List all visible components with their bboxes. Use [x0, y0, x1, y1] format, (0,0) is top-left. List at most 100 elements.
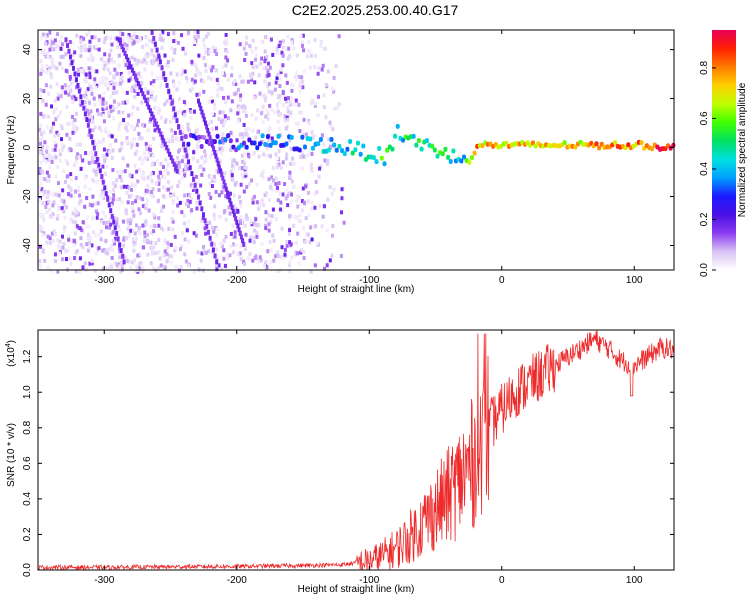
spectrogram-cell — [204, 231, 208, 236]
spectrogram-cell — [220, 172, 224, 178]
spectrogram-cell — [260, 56, 264, 61]
spectrogram-cell — [255, 200, 259, 205]
spectrogram-cell — [215, 77, 219, 82]
spectrogram-cell — [261, 119, 265, 124]
spectrogram-cell — [241, 108, 245, 113]
spectrogram-cell — [153, 223, 157, 228]
spectrogram-cell — [120, 38, 124, 43]
snr-y-tick-label: 0.8 — [22, 420, 33, 434]
spectrogram-cell — [86, 248, 90, 253]
spectrogram-cell — [267, 222, 271, 227]
spectrogram-cell — [73, 231, 77, 236]
spectrogram-cell — [199, 144, 204, 150]
spectrogram-cell — [250, 49, 254, 54]
spectrogram-cell — [123, 50, 127, 56]
spectrogram-cell — [467, 159, 472, 165]
spectrogram-cell — [294, 252, 298, 257]
spectrogram-cell — [193, 182, 197, 188]
spectrogram-cell — [222, 248, 226, 253]
spectrogram-cell — [62, 144, 66, 149]
spectrogram-cell — [287, 213, 291, 218]
spectrogram-cell — [127, 186, 131, 191]
spectrogram-cell — [146, 51, 150, 56]
spectrogram-cell — [271, 52, 275, 57]
spectrogram-cell — [215, 227, 219, 232]
spectrogram-cell — [74, 97, 78, 102]
spectrogram-cell — [206, 31, 210, 36]
spectrogram-cell — [228, 211, 232, 216]
spectrogram-cell — [140, 100, 144, 105]
spectrogram-cell — [269, 219, 273, 224]
spectrogram-cell — [180, 72, 184, 77]
spectrogram-cell — [55, 238, 59, 243]
spectrogram-cell — [207, 192, 211, 197]
spectrogram-cell — [59, 110, 63, 115]
spectrogram-cell — [53, 259, 57, 264]
spectrogram-cell — [238, 251, 242, 256]
spectrogram-cell — [87, 132, 91, 137]
spectrogram-cell — [147, 104, 151, 110]
spectrogram-cell — [59, 158, 63, 163]
spectrogram-cell — [108, 104, 112, 109]
spectrogram-cell — [153, 128, 157, 133]
spectrogram-cell — [414, 142, 419, 148]
spectrogram-cell — [182, 154, 186, 159]
spectrogram-cell — [117, 127, 121, 132]
spectrogram-cell — [175, 87, 179, 92]
spectrogram-cell — [143, 156, 147, 161]
spectrogram-cell — [257, 73, 261, 78]
spectrogram-cell — [301, 186, 305, 191]
spectrogram-cell — [594, 141, 599, 147]
spectrogram-cell — [177, 80, 181, 85]
spectrogram-cell — [152, 245, 156, 250]
spectrogram-cell — [224, 234, 228, 239]
spectrogram-cell — [105, 164, 109, 169]
spectrogram-cell — [117, 102, 121, 107]
spectrogram-cell — [131, 208, 135, 213]
spectrogram-cell — [245, 133, 249, 138]
spectrogram-cell — [46, 153, 50, 158]
spectrogram-cell — [165, 258, 169, 263]
spectrogram-cell — [94, 151, 98, 157]
spectrogram-cell — [96, 212, 100, 217]
spectrogram-cell — [180, 159, 184, 164]
spectrogram-cell — [340, 187, 344, 192]
spectrogram-cell — [171, 219, 175, 224]
spectrogram-cell — [102, 119, 106, 124]
spectrogram-cell — [73, 71, 77, 77]
spectrogram-cell — [203, 153, 207, 158]
spectrogram-cell — [268, 240, 272, 245]
spectrogram-cell — [78, 142, 82, 147]
spectrogram-cell — [176, 196, 180, 201]
spectrogram-cell — [252, 240, 256, 245]
spectrogram-cell — [278, 77, 282, 82]
spectrogram-cell — [232, 204, 236, 209]
spectrogram-cell — [250, 77, 254, 82]
spectrogram-cell — [83, 204, 87, 209]
spectrogram-cell — [299, 250, 303, 255]
spectrogram-cell — [216, 93, 220, 98]
spectrogram-cell — [109, 208, 113, 214]
spectrogram-cell — [132, 125, 136, 130]
spectrogram-cell — [169, 242, 173, 247]
spectrogram-cell — [222, 256, 226, 261]
spectrogram-cell — [195, 200, 199, 205]
spectrogram-cell — [270, 107, 274, 112]
spectrogram-cell — [172, 31, 176, 36]
spectrogram-cell — [231, 81, 235, 86]
spectrogram-cell — [193, 79, 197, 84]
spectrogram-cell — [199, 183, 203, 188]
spectrogram-cell — [60, 147, 64, 152]
spectrogram-cell — [271, 233, 275, 238]
spectrogram-cell — [226, 95, 230, 100]
spectrogram-cell — [244, 144, 249, 150]
spectrogram-cell — [328, 120, 332, 125]
spectrogram-cell — [255, 182, 259, 187]
spectrogram-cell — [279, 200, 283, 205]
spectrogram-cell — [152, 212, 156, 217]
spectrogram-cell — [83, 78, 87, 83]
spectrogram-cell — [163, 249, 167, 254]
spectrogram-cell — [232, 178, 236, 183]
